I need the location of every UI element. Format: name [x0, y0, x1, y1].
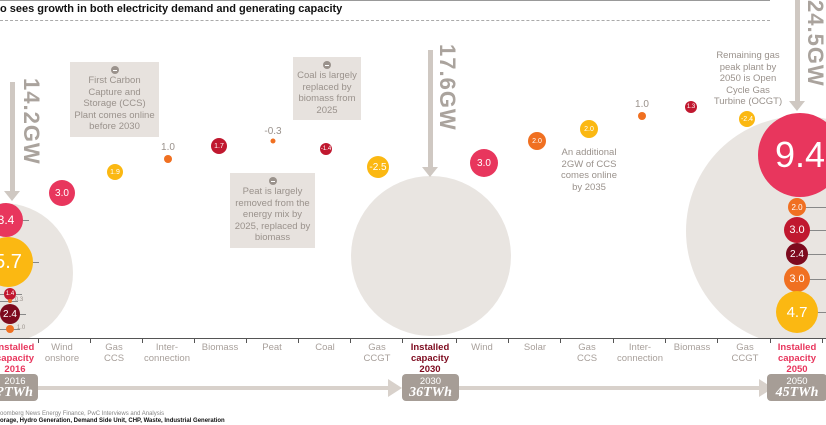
timeline-arrow-2 — [459, 379, 773, 397]
category-label: Biomass — [673, 342, 711, 353]
bubble-changes-2030-1: 1.9 — [107, 164, 123, 180]
note-coal: Coal is largely replaced by biomass from… — [293, 57, 361, 120]
category-label: Gas CCGT — [363, 342, 391, 364]
bubble-capacity-2050-3: 2.4 — [786, 243, 808, 265]
arrow-2030 — [422, 50, 438, 177]
bubble-value: 1.0 — [16, 325, 26, 331]
axis-tick — [350, 338, 351, 343]
note-ocgt: Remaining gas peak plant by 2050 is Open… — [713, 50, 783, 107]
bubble-changes-2050-3 — [638, 112, 646, 120]
bubble-changes-2030-5: -1.4 — [320, 143, 332, 155]
bubble-capacity-2050-4: 3.0 — [784, 266, 810, 292]
category-label: Installed capacity 2016 — [0, 342, 35, 375]
axis-tick — [142, 338, 143, 343]
category-label: Gas CCS — [103, 342, 125, 364]
bubble-changes-2030-3: 1.7 — [211, 138, 227, 154]
category-label: Coal — [315, 342, 335, 353]
bubble-capacity-2050-5: 4.7 — [776, 291, 818, 333]
note-ccs: First Carbon Capture and Storage (CCS) P… — [70, 62, 159, 137]
total-2016: 14.2GW — [19, 78, 44, 165]
timeline-arrow-1 — [38, 379, 402, 397]
bubble-changes-2030-2 — [164, 155, 172, 163]
axis-tick — [90, 338, 91, 343]
leader-line — [797, 207, 826, 208]
bubble-capacity-2016-3 — [8, 299, 12, 303]
arrow-2050 — [789, 0, 805, 111]
category-label: Peat — [262, 342, 282, 353]
bubble-value: 1.0 — [161, 142, 175, 153]
axis-tick — [246, 338, 247, 343]
other-note: orage, Hydro Generation, Demand Side Uni… — [0, 418, 225, 424]
bubble-capacity-2016-2: 1.4 — [4, 288, 16, 300]
bubble-capacity-2050-2: 3.0 — [784, 217, 810, 243]
category-label: Wind — [471, 342, 493, 353]
category-label: Installed capacity 2050 — [777, 342, 817, 375]
category-label: Wind onshore — [44, 342, 80, 364]
axis-tick — [508, 338, 509, 343]
bubble-capacity-2050-1: 2.0 — [788, 198, 806, 216]
total-circle-2030 — [351, 176, 511, 336]
axis-tick — [194, 338, 195, 343]
bubble-capacity-2016-4: 2.4 — [0, 304, 20, 324]
minus-icon — [268, 177, 277, 185]
bubble-chart: 14.2GW 17.6GW 24.5GW 3.45.71.40.32.41.03… — [0, 0, 826, 338]
axis-tick — [717, 338, 718, 343]
total-2050: 24.5GW — [803, 0, 826, 87]
category-label: Inter- connection — [144, 342, 190, 364]
total-2030: 17.6GW — [435, 44, 460, 131]
bubble-capacity-2016-5 — [6, 325, 14, 333]
axis-tick — [822, 338, 823, 343]
minus-icon — [110, 66, 119, 74]
demand-2016: 2016 ?TWh — [0, 374, 38, 401]
category-label: Gas CCS — [576, 342, 598, 364]
bubble-changes-2050-4: 1.3 — [685, 101, 697, 113]
bubble-changes-2030-4 — [270, 138, 276, 144]
axis-tick — [560, 338, 561, 343]
bubble-changes-2030-6: -2.5 — [367, 156, 389, 178]
category-label: Gas CCGT — [731, 342, 759, 364]
bubble-changes-2030-0: 3.0 — [49, 180, 75, 206]
category-label: Installed capacity 2030 — [410, 342, 450, 375]
category-label: Solar — [523, 342, 547, 353]
title-divider — [0, 20, 770, 21]
arrow-2016 — [4, 82, 20, 201]
axis-tick — [38, 338, 39, 343]
note-peat: Peat is largely removed from the energy … — [230, 173, 315, 248]
bubble-value: 1.0 — [635, 99, 649, 110]
note-ccs-2035: An additional 2GW of CCS comes online by… — [561, 147, 617, 193]
bubble-value: 0.3 — [14, 297, 24, 303]
axis-tick — [298, 338, 299, 343]
bubble-changes-2050-5: -2.4 — [739, 111, 755, 127]
axis-tick — [613, 338, 614, 343]
minus-icon — [323, 61, 331, 69]
axis-tick — [665, 338, 666, 343]
bubble-changes-2050-0: 3.0 — [470, 149, 498, 177]
demand-2030: 2030 36TWh — [402, 374, 459, 401]
chart-title: o sees growth in both electricity demand… — [0, 3, 343, 15]
bubble-changes-2050-2: 2.0 — [580, 120, 598, 138]
source-note: oomberg News Energy Finance, PwC Intervi… — [0, 411, 165, 417]
x-axis — [0, 338, 826, 339]
axis-tick — [770, 338, 771, 343]
leader-line — [797, 230, 826, 231]
bubble-capacity-2050-0: 9.4 — [758, 113, 826, 197]
axis-tick — [402, 338, 403, 343]
bubble-value: -0.3 — [264, 125, 282, 137]
bubble-changes-2050-1: 2.0 — [528, 132, 546, 150]
axis-tick — [456, 338, 457, 343]
leader-line — [797, 279, 826, 280]
top-rule — [0, 0, 770, 1]
demand-2050: 2050 45TWh — [767, 374, 826, 401]
bubble-capacity-2016-0: 3.4 — [0, 203, 23, 237]
leader-line — [797, 254, 826, 255]
category-label: Biomass — [201, 342, 239, 353]
category-label: Inter- connection — [617, 342, 663, 364]
